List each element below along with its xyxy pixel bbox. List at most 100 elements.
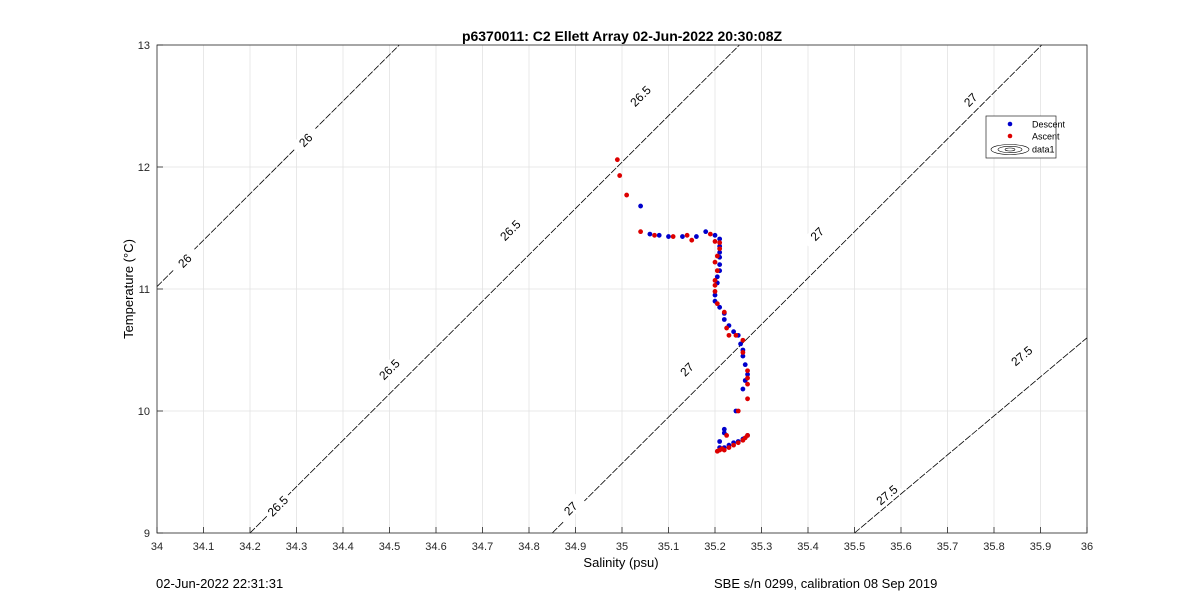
x-tick-label: 35.8 — [983, 541, 1004, 553]
descent-point — [712, 292, 718, 298]
legend-label-descent: Descent — [1032, 120, 1066, 130]
axis-ticks: 34 34.1 34.2 34.3 34.4 34.5 34.6 34.7 34.8 34.9 35… — [138, 40, 1093, 553]
ascent-point — [731, 442, 736, 448]
isopycnal-line — [854, 337, 1088, 534]
descent-point — [721, 426, 727, 432]
descent-point — [703, 229, 709, 235]
descent-point — [740, 386, 746, 392]
contour-legend-icon — [990, 144, 1030, 155]
isopycnal-line — [156, 44, 400, 287]
isopycnal-line — [551, 44, 1043, 534]
isopycnal-label-bg — [169, 245, 201, 277]
ascent-point — [714, 253, 720, 259]
y-tick-label: 10 — [138, 406, 150, 418]
ascent-point — [714, 268, 720, 274]
descent-point — [666, 234, 671, 239]
y-axis-label: Temperature (°C) — [121, 239, 136, 339]
ascent-point — [745, 368, 750, 374]
ascent-point — [745, 381, 750, 387]
ascent-point — [689, 237, 695, 243]
ascent-point — [714, 448, 720, 454]
descent-point — [638, 203, 643, 209]
ascent-point — [638, 229, 643, 235]
ascent-point — [724, 433, 730, 438]
isopycnal-label-bg — [373, 353, 406, 386]
y-tick-label: 12 — [138, 162, 150, 174]
ascent-point — [745, 433, 750, 438]
descent-point — [717, 250, 723, 255]
isopycnal-line — [249, 44, 740, 534]
legend-marker-ascent — [1007, 133, 1013, 139]
x-tick-label: 35.6 — [890, 541, 911, 553]
x-tick-label: 34.3 — [286, 541, 307, 553]
isopycnal-label-bg — [494, 214, 526, 246]
ascent-point — [717, 240, 723, 246]
x-tick-label: 34.5 — [379, 541, 400, 553]
x-axis-label: Salinity (psu) — [583, 555, 658, 570]
x-tick-label: 35.3 — [751, 541, 772, 553]
ascent-point — [712, 278, 718, 283]
x-tick-label: 34.2 — [239, 541, 260, 553]
descent-point — [656, 232, 662, 238]
ascent-point — [719, 446, 725, 452]
descent-point — [717, 304, 723, 310]
isopycnal-label-bg — [290, 124, 322, 156]
x-tick-label: 35.9 — [1030, 541, 1051, 553]
legend-label-data1: data1 — [1032, 145, 1055, 155]
grid-lines — [156, 44, 1088, 534]
ascent-point — [733, 332, 739, 338]
x-tick-label: 35.1 — [658, 541, 679, 553]
descent-point — [717, 262, 723, 267]
ascent-point — [684, 232, 690, 238]
isopycnal-label-bg — [262, 490, 294, 522]
y-tick-label: 13 — [138, 40, 150, 52]
isopycnal-label-bg — [871, 480, 904, 511]
ascent-point — [740, 337, 746, 343]
ascent-point — [735, 408, 741, 414]
data-points — [614, 157, 750, 454]
ascent-point — [707, 231, 713, 237]
descent-point — [731, 329, 736, 335]
isopycnal-label-bg — [1005, 341, 1038, 372]
legend-label-ascent: Ascent — [1032, 132, 1060, 142]
ascent-point — [717, 246, 723, 252]
y-tick-label: 9 — [144, 528, 150, 540]
ascent-point — [712, 239, 718, 244]
ascent-point — [735, 440, 741, 446]
ascent-point — [617, 173, 623, 178]
isopycnal-label-bg — [801, 218, 833, 250]
x-tick-label: 35.4 — [797, 541, 818, 553]
ascent-point — [712, 282, 718, 288]
descent-point — [714, 274, 720, 280]
x-tick-label: 34.7 — [472, 541, 493, 553]
ascent-point — [745, 396, 750, 402]
isopycnal-label-bg — [555, 493, 587, 525]
x-tick-label: 35.2 — [704, 541, 725, 553]
descent-point — [647, 231, 653, 237]
ascent-point — [652, 232, 657, 238]
x-tick-label: 35.5 — [844, 541, 865, 553]
descent-point — [717, 439, 723, 444]
x-tick-label: 34 — [151, 541, 163, 553]
isopycnal-label-bg — [625, 80, 657, 112]
descent-point — [738, 341, 743, 347]
x-tick-label: 35.7 — [937, 541, 958, 553]
ascent-point — [721, 309, 727, 315]
footer-timestamp: 02-Jun-2022 22:31:31 — [156, 576, 284, 591]
y-tick-label: 11 — [139, 284, 150, 296]
descent-point — [680, 234, 685, 239]
ascent-point — [740, 350, 746, 355]
descent-point — [721, 317, 727, 322]
descent-point — [742, 362, 748, 368]
chart-title: p6370011: C2 Ellett Array 02-Jun-2022 20… — [462, 28, 783, 44]
ascent-point — [726, 332, 732, 338]
ascent-point — [712, 259, 718, 265]
ascent-point — [624, 192, 630, 198]
ascent-point — [745, 375, 750, 381]
x-tick-label: 34.6 — [425, 541, 446, 553]
legend: Descent Ascent data1 — [985, 115, 1066, 159]
ascent-point — [670, 234, 676, 239]
x-tick-label: 36 — [1081, 541, 1093, 553]
